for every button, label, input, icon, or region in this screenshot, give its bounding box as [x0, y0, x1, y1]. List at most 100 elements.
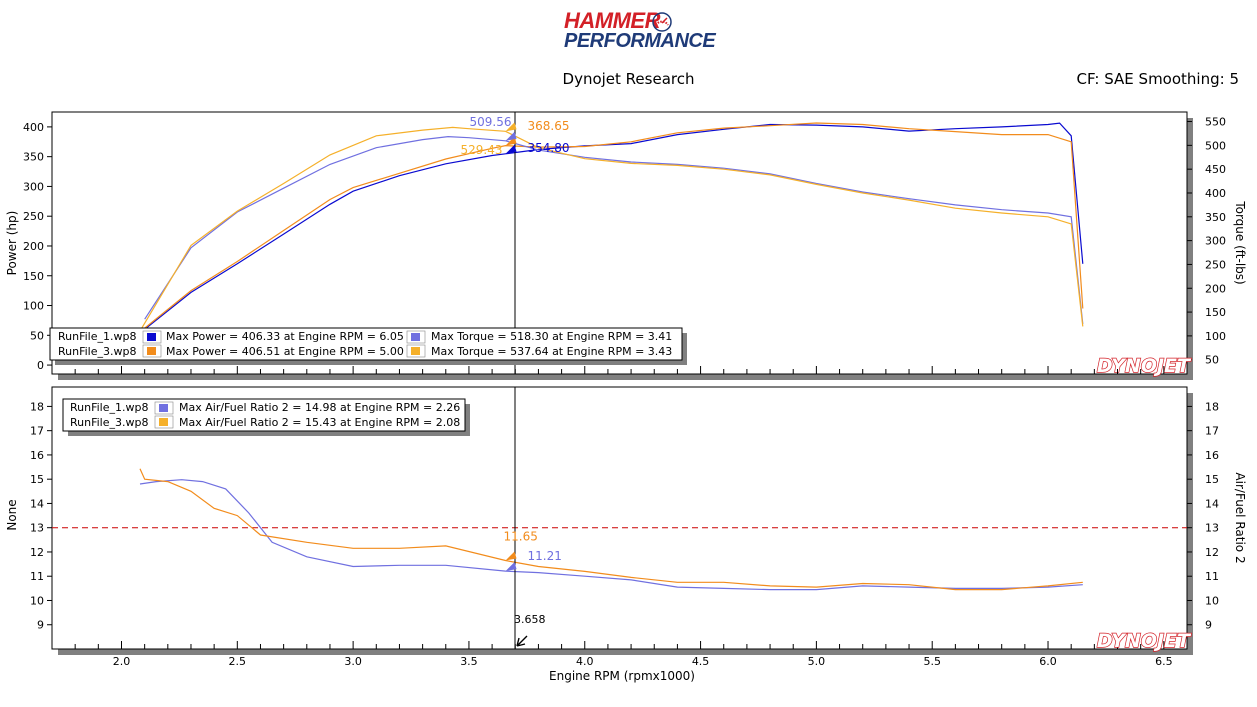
legend-power-3: Max Power = 406.51 at Engine RPM = 5.00 — [166, 345, 404, 358]
afr-tick-label-left: 10 — [30, 594, 44, 607]
rpm-tick-label: 3.0 — [344, 655, 362, 668]
cursor-marker-bottom — [505, 562, 517, 572]
legend-swatch-torque-1-fill — [411, 333, 420, 341]
afr-tick-label-right: 16 — [1205, 449, 1219, 462]
gauge-icon — [652, 12, 672, 32]
afr-legend: RunFile_1.wp8 Max Air/Fuel Ratio 2 = 14.… — [62, 398, 470, 436]
afr-tick-label-left: 11 — [30, 570, 44, 583]
legend-torque-3: Max Torque = 537.64 at Engine RPM = 3.43 — [431, 345, 672, 358]
power-torque-panel: 0 50 100 150 200 250 300 350 400 50 100 150 200 250 3… — [5, 111, 1247, 380]
series-line-power-runfile_1-wp8 — [144, 122, 1084, 330]
afr-axis-ticks: 9 9 10 10 11 11 12 12 13 13 14 14 15 15 16 16 17 17 18 18 — [30, 400, 1219, 631]
rpm-tick-label: 6.0 — [1039, 655, 1057, 668]
afr-tick-label-left: 15 — [30, 473, 44, 486]
legend-swatch-torque-3-fill — [411, 347, 420, 355]
afr-tick-label-left: 9 — [37, 619, 44, 632]
rpm-tick-label: 5.5 — [923, 655, 941, 668]
logo-line-2: PERFORMANCE — [564, 30, 716, 52]
power-tick-label: 50 — [30, 329, 44, 342]
torque-tick-label: 200 — [1205, 282, 1226, 295]
afr-legend-box — [62, 398, 466, 432]
afr-panel: 9 9 10 10 11 11 12 12 13 13 14 14 15 15 16 16 17 17 18 18 2… — [5, 366, 1247, 683]
afr-tick-label-right: 10 — [1205, 594, 1219, 607]
afr-right-axis-title: Air/Fuel Ratio 2 — [1233, 472, 1247, 563]
cursor-marker-top — [505, 144, 517, 154]
torque-tick-label: 400 — [1205, 187, 1226, 200]
logo-line-1: HAMMER — [564, 8, 661, 33]
cursor-rpm-label: 3.658 — [514, 613, 546, 626]
legend-file-1: RunFile_1.wp8 — [58, 330, 136, 343]
afr-tick-label-right: 18 — [1205, 400, 1219, 413]
dynojet-watermark-top: DYNOJET — [1097, 355, 1192, 377]
cursor-markers-bottom: 11.65 11.21 — [504, 529, 562, 572]
cursor-value-label: 11.65 — [504, 529, 538, 543]
torque-tick-label: 550 — [1205, 116, 1226, 129]
torque-tick-label: 50 — [1205, 354, 1219, 367]
torque-tick-label: 150 — [1205, 306, 1226, 319]
afr-tick-label-left: 18 — [30, 400, 44, 413]
legend-file-3: RunFile_3.wp8 — [58, 345, 136, 358]
afr-left-axis-title: None — [5, 499, 19, 530]
power-tick-label: 100 — [23, 300, 44, 313]
afr-tick-label-right: 11 — [1205, 570, 1219, 583]
cursor-value-label: 354.80 — [528, 141, 570, 155]
afr-legend-swatch-3-fill — [159, 418, 168, 426]
power-tick-label: 200 — [23, 240, 44, 253]
torque-tick-label: 350 — [1205, 211, 1226, 224]
afr-legend-text-3: Max Air/Fuel Ratio 2 = 15.43 at Engine R… — [179, 416, 460, 429]
rpm-tick-label: 2.5 — [229, 655, 247, 668]
afr-legend-text-1: Max Air/Fuel Ratio 2 = 14.98 at Engine R… — [179, 401, 460, 414]
cursor-rpm-arrow — [516, 635, 528, 647]
afr-legend-file-1: RunFile_1.wp8 — [70, 401, 148, 414]
rpm-tick-label: 3.5 — [460, 655, 478, 668]
power-tick-label: 350 — [23, 151, 44, 164]
cursor-marker-bottom — [505, 551, 517, 561]
rpm-tick-label: 2.0 — [113, 655, 131, 668]
legend-swatch-power-3-fill — [147, 347, 156, 355]
power-tick-label: 250 — [23, 210, 44, 223]
cursor-value-label: 529.43 — [461, 143, 503, 157]
afr-line-runfile_3-wp8 — [139, 468, 1083, 591]
dynojet-watermark-bottom: DYNOJET — [1097, 630, 1192, 652]
afr-legend-file-3: RunFile_3.wp8 — [70, 416, 148, 429]
rpm-tick-label: 4.0 — [576, 655, 594, 668]
torque-tick-label: 250 — [1205, 258, 1226, 271]
rpm-tick-label: 5.0 — [808, 655, 826, 668]
torque-tick-label: 450 — [1205, 163, 1226, 176]
cursor-value-label: 509.56 — [470, 115, 512, 129]
chart-subtitle: Dynojet Research — [562, 70, 695, 88]
power-torque-legend: RunFile_1.wp8 Max Power = 406.33 at Engi… — [49, 327, 687, 365]
series-line-torque-runfile_1-wp8 — [144, 135, 1084, 325]
rpm-axis-title: Engine RPM (rpmx1000) — [549, 669, 695, 683]
cursor-value-label: 368.65 — [528, 119, 570, 133]
power-tick-label: 150 — [23, 270, 44, 283]
afr-tick-label-left: 12 — [30, 546, 44, 559]
afr-lines — [139, 468, 1083, 591]
afr-tick-label-right: 17 — [1205, 425, 1219, 438]
afr-tick-label-left: 17 — [30, 425, 44, 438]
torque-tick-label: 500 — [1205, 139, 1226, 152]
cursor-value-label: 11.21 — [528, 549, 562, 563]
afr-tick-label-left: 14 — [30, 497, 44, 510]
afr-tick-label-left: 16 — [30, 449, 44, 462]
torque-axis-ticks: 50 100 150 200 250 300 350 400 450 500 550 — [1187, 116, 1226, 367]
legend-torque-1: Max Torque = 518.30 at Engine RPM = 3.41 — [431, 330, 672, 343]
cursor-marker-top — [505, 131, 517, 141]
rpm-tick-label: 4.5 — [692, 655, 710, 668]
afr-legend-swatch-1-fill — [159, 404, 168, 412]
power-tick-label: 0 — [37, 359, 44, 372]
power-torque-lines — [139, 122, 1084, 332]
cursor-marker-top — [505, 122, 517, 132]
series-line-power-runfile_3-wp8 — [144, 122, 1084, 329]
legend-power-1: Max Power = 406.33 at Engine RPM = 6.05 — [166, 330, 404, 343]
torque-axis-title: Torque (ft-lbs) — [1233, 200, 1247, 284]
power-axis-ticks: 0 50 100 150 200 250 300 350 400 — [23, 121, 52, 372]
power-axis-title: Power (hp) — [5, 211, 19, 276]
afr-tick-label-right: 15 — [1205, 473, 1219, 486]
afr-tick-label-right: 13 — [1205, 522, 1219, 535]
afr-tick-label-right: 12 — [1205, 546, 1219, 559]
correction-factor-label: CF: SAE Smoothing: 5 — [1076, 70, 1239, 88]
cursor-markers-top: 509.56 368.65 529.43 354.80 — [461, 115, 570, 157]
afr-tick-label-right: 9 — [1205, 619, 1212, 632]
